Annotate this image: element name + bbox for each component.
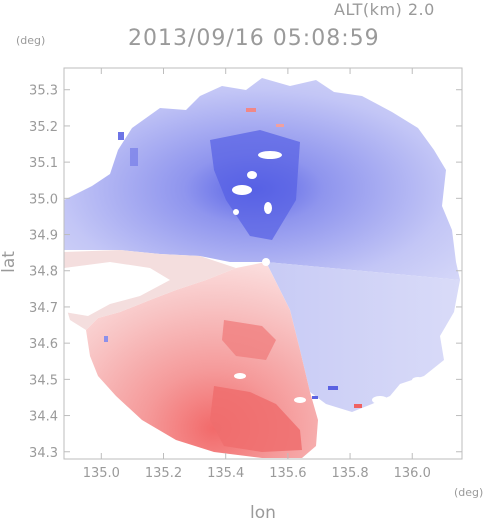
radar-field: [64, 78, 460, 458]
east-light-region: [266, 262, 460, 412]
y-unit-label: (deg): [16, 34, 46, 47]
x-axis-label: lon: [250, 503, 276, 523]
y-tick-label: 34.4: [29, 410, 58, 425]
plot-frame: [63, 67, 463, 460]
x-unit-label: (deg): [454, 486, 484, 499]
y-axis-ticks: 34.3 34.4 34.5 34.6 34.7 34.8 34.9 35.0 35.1 35.2…: [29, 84, 462, 461]
y-tick-label: 34.6: [29, 337, 58, 352]
y-tick-label: 34.8: [29, 265, 58, 280]
y-tick-label: 35.3: [29, 84, 58, 99]
y-tick-label: 34.5: [29, 373, 58, 388]
x-tick-label: 135.4: [207, 466, 244, 481]
x-tick-label: 135.8: [331, 466, 368, 481]
west-data-gap: [64, 262, 170, 316]
clutter-gaps: [232, 151, 424, 404]
altitude-label: ALT(km) 2.0: [334, 0, 435, 19]
strong-positive-core: [222, 320, 276, 360]
y-tick-label: 35.2: [29, 120, 58, 135]
x-tick-label: 135.0: [83, 466, 120, 481]
y-tick-label: 34.9: [29, 229, 58, 244]
noise-speckles: [104, 108, 362, 408]
x-tick-label: 135.6: [269, 466, 306, 481]
strong-positive-streak: [210, 386, 302, 452]
y-tick-label: 35.1: [29, 156, 58, 171]
x-tick-label: 135.2: [145, 466, 182, 481]
x-axis-ticks: 135.0 135.2 135.4 135.6 135.8 136.0: [83, 68, 431, 481]
y-tick-label: 34.7: [29, 301, 58, 316]
x-tick-label: 136.0: [394, 466, 431, 481]
y-tick-label: 35.0: [29, 192, 58, 207]
y-tick-label: 34.3: [29, 446, 58, 461]
chart-title-timestamp: 2013/09/16 05:08:59: [128, 26, 380, 51]
